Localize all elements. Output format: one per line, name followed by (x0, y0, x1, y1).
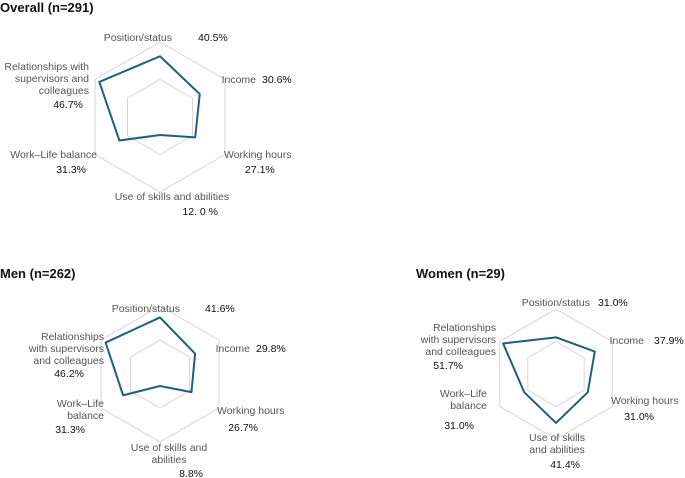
panel-title-overall: Overall (n=291) (0, 0, 94, 15)
overall-axis-label-relationships: Relationships with supervisors and colleag… (4, 61, 89, 97)
overall-value-label-income: 30.6% (262, 74, 292, 86)
overall-value-label-work-life-balance: 31.3% (56, 164, 86, 176)
men-axis-label-work-life-balance: Work–Life balance (57, 398, 104, 422)
men-point-working-hours (190, 391, 193, 393)
women-value-label-relationships: 51.7% (433, 360, 463, 372)
men-value-label-use-of-skills: 8.8% (179, 468, 203, 478)
women-axis-label-relationships: Relationships with supervisors and colleag… (420, 322, 496, 358)
men-axis-label-use-of-skills: Use of skills and abilities (131, 442, 208, 466)
men-value-label-relationships: 46.2% (54, 368, 84, 380)
women-value-label-income: 37.9% (654, 335, 684, 347)
men-value-label-working-hours: 26.7% (228, 422, 258, 434)
overall-value-label-position-status: 40.5% (198, 32, 228, 44)
overall-point-relationships (98, 81, 101, 83)
men-point-use-of-skills (159, 385, 161, 387)
overall-grid-ring-1 (127, 78, 193, 156)
women-grid-ring-1 (527, 340, 585, 408)
women-point-working-hours (586, 391, 589, 394)
women-value-label-work-life-balance: 31.0% (444, 420, 474, 432)
men-axis-label-position-status: Position/status (112, 303, 180, 315)
women-point-relationships (502, 342, 504, 345)
overall-point-use-of-skills (159, 134, 161, 136)
overall-grid-ring-2 (94, 41, 226, 193)
panel-title-women: Women (n=29) (416, 266, 505, 281)
men-axis-label-relationships: Relationships with supervisors and colleag… (28, 331, 104, 367)
overall-point-income (198, 93, 201, 95)
women-grid-ring-2 (499, 308, 613, 440)
women-axis-label-use-of-skills: Use of skills and abilities (529, 432, 585, 456)
women-point-position-status (555, 336, 557, 339)
women-value-label-working-hours: 31.0% (624, 411, 654, 423)
women-point-income (593, 350, 596, 353)
overall-axis-label-income: Income (222, 74, 257, 86)
women-axis-label-work-life-balance: Work–Life balance (440, 388, 487, 412)
overall-axis-label-working-hours: Working hours (224, 149, 292, 161)
overall-point-working-hours (194, 136, 197, 139)
men-axis-label-income: Income (216, 343, 251, 355)
women-value-label-use-of-skills: 41.4% (550, 459, 580, 471)
overall-value-label-relationships: 46.7% (53, 99, 83, 111)
men-value-label-income: 29.8% (256, 343, 286, 355)
women-axis-label-working-hours: Working hours (611, 395, 679, 407)
men-axis-label-working-hours: Working hours (217, 405, 285, 417)
men-point-relationships (104, 341, 107, 344)
panel-title-men: Men (n=262) (0, 266, 76, 281)
women-value-label-position-status: 31.0% (598, 297, 628, 309)
women-axis-label-position-status: Position/status (522, 297, 590, 309)
men-value-label-work-life-balance: 31.3% (55, 424, 85, 436)
women-point-use-of-skills (555, 422, 557, 424)
overall-axis-label-work-life-balance: Work–Life balance (10, 149, 97, 161)
men-grid-ring-1 (130, 339, 190, 409)
overall-axis-label-use-of-skills: Use of skills and abilities (115, 191, 229, 203)
women-axis-label-income: Income (610, 335, 645, 347)
men-point-work-life-balance (122, 394, 124, 397)
men-value-label-position-status: 41.6% (205, 303, 235, 315)
overall-point-work-life-balance (118, 139, 121, 142)
overall-value-label-use-of-skills: 12. 0 % (182, 206, 218, 218)
overall-point-position-status (159, 55, 161, 58)
women-point-work-life-balance (523, 391, 526, 394)
men-point-income (194, 352, 196, 355)
men-point-position-status (159, 316, 161, 319)
overall-value-label-working-hours: 27.1% (245, 164, 275, 176)
men-grid-ring-2 (100, 305, 220, 443)
overall-axis-label-position-status: Position/status (104, 32, 172, 44)
women-series-line (502, 336, 596, 424)
